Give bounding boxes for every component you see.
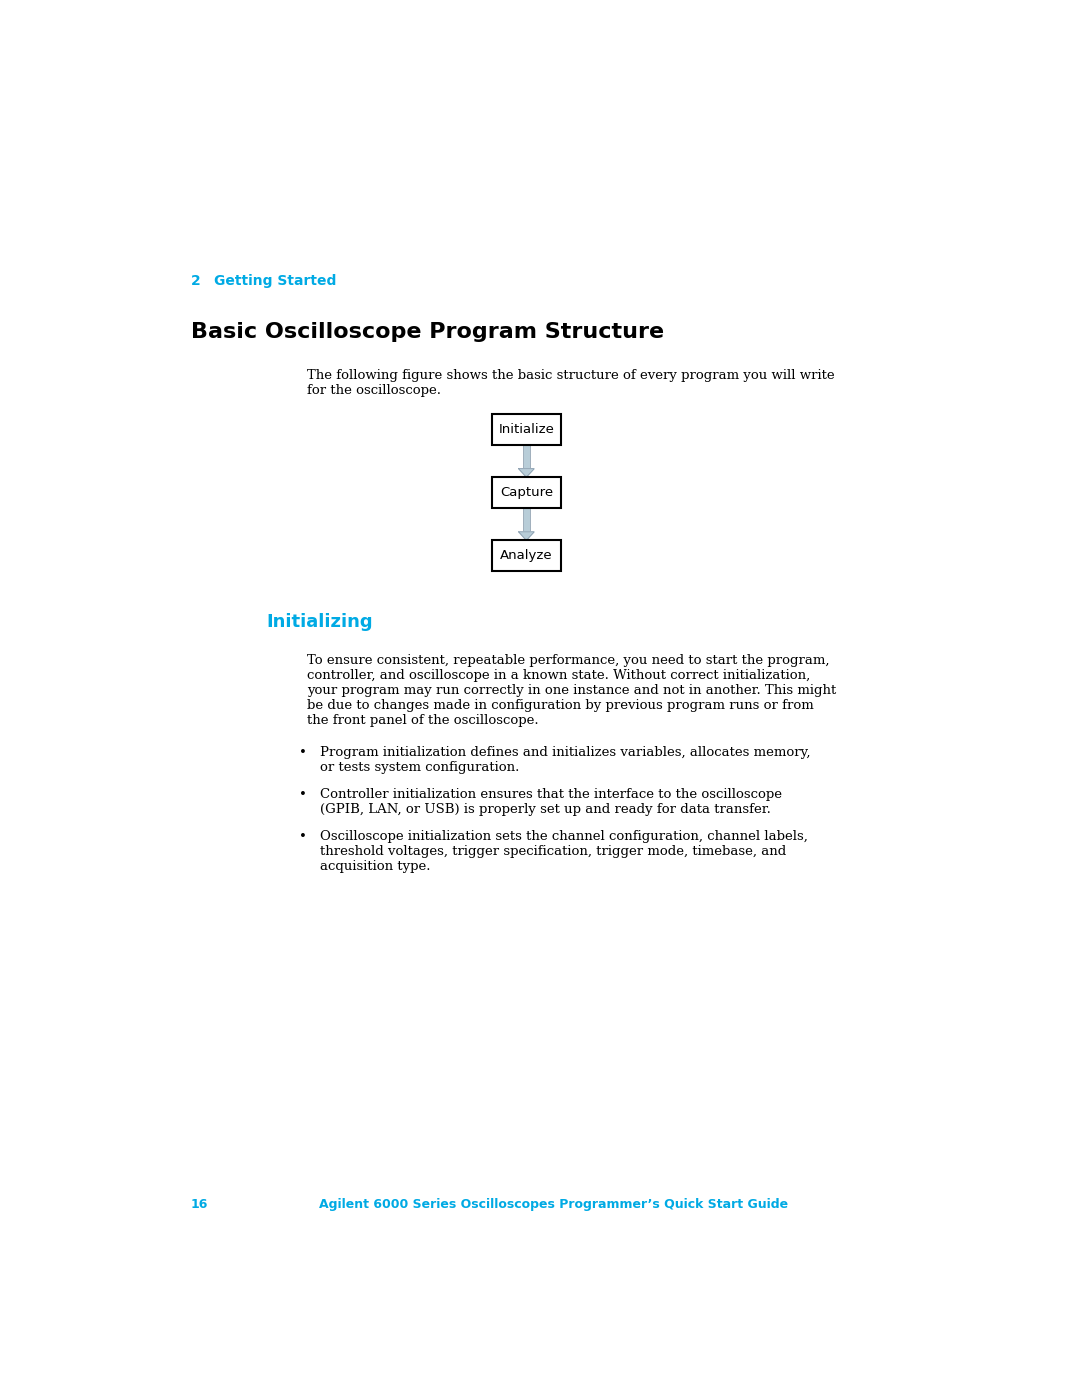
Bar: [491, 541, 562, 571]
Text: To ensure consistent, repeatable performance, you need to start the program,: To ensure consistent, repeatable perform…: [307, 654, 829, 666]
Text: threshold voltages, trigger specification, trigger mode, timebase, and: threshold voltages, trigger specificatio…: [321, 845, 786, 858]
Text: •: •: [299, 746, 307, 759]
Text: for the oscilloscope.: for the oscilloscope.: [307, 384, 441, 397]
Text: •: •: [299, 830, 307, 844]
Bar: [523, 444, 530, 469]
Text: Basic Oscilloscope Program Structure: Basic Oscilloscope Program Structure: [191, 321, 664, 342]
Text: acquisition type.: acquisition type.: [321, 861, 431, 873]
Text: be due to changes made in configuration by previous program runs or from: be due to changes made in configuration …: [307, 698, 814, 711]
Text: The following figure shows the basic structure of every program you will write: The following figure shows the basic str…: [307, 369, 835, 383]
Bar: [523, 509, 530, 532]
Bar: [491, 478, 562, 509]
Text: •: •: [299, 788, 307, 800]
Text: or tests system configuration.: or tests system configuration.: [321, 760, 519, 774]
Text: controller, and oscilloscope in a known state. Without correct initialization,: controller, and oscilloscope in a known …: [307, 669, 810, 682]
Text: Getting Started: Getting Started: [214, 274, 337, 288]
Text: Controller initialization ensures that the interface to the oscilloscope: Controller initialization ensures that t…: [321, 788, 782, 800]
Text: Agilent 6000 Series Oscilloscopes Programmer’s Quick Start Guide: Agilent 6000 Series Oscilloscopes Progra…: [319, 1199, 788, 1211]
Text: Initialize: Initialize: [499, 423, 554, 436]
Polygon shape: [518, 469, 535, 478]
Text: Oscilloscope initialization sets the channel configuration, channel labels,: Oscilloscope initialization sets the cha…: [321, 830, 808, 844]
Text: Capture: Capture: [500, 486, 553, 499]
Text: Program initialization defines and initializes variables, allocates memory,: Program initialization defines and initi…: [321, 746, 811, 759]
Polygon shape: [518, 532, 535, 541]
Text: Analyze: Analyze: [500, 549, 553, 562]
Text: (GPIB, LAN, or USB) is properly set up and ready for data transfer.: (GPIB, LAN, or USB) is properly set up a…: [321, 803, 771, 816]
Text: Initializing: Initializing: [267, 613, 374, 631]
Text: the front panel of the oscilloscope.: the front panel of the oscilloscope.: [307, 714, 539, 726]
Text: 16: 16: [191, 1199, 208, 1211]
Bar: [491, 414, 562, 444]
Text: your program may run correctly in one instance and not in another. This might: your program may run correctly in one in…: [307, 683, 836, 697]
Text: 2: 2: [191, 274, 201, 288]
